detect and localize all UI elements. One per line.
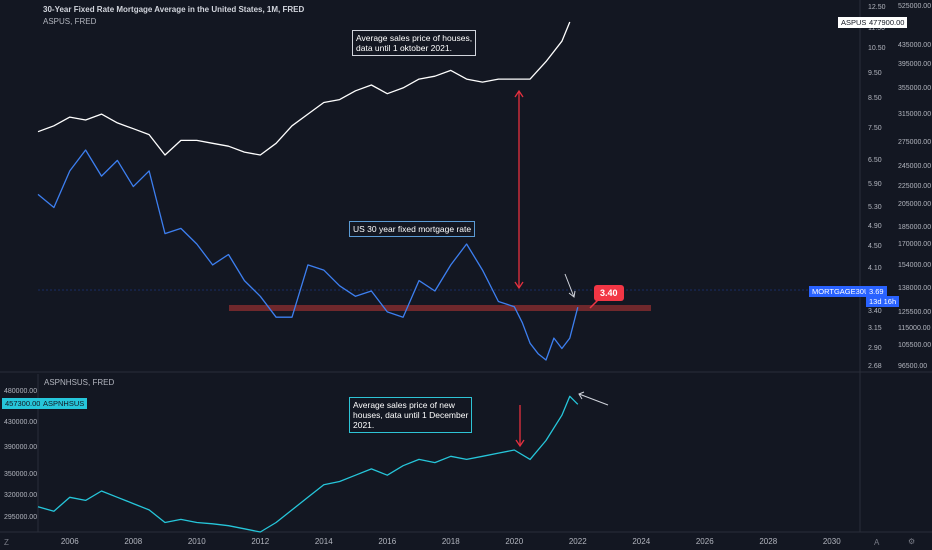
x-tick-label-10: 2026	[696, 537, 714, 546]
aspus-tick-label-13: 125500.00	[898, 309, 931, 316]
lower-red-arrow-head	[515, 439, 525, 448]
mortgage-value-tag: 3.69	[866, 286, 887, 297]
mortgage-tick-label-5: 7.50	[868, 125, 882, 132]
aspus-price-tag: 477900.00	[866, 17, 908, 28]
mortgage-tick-label-2: 10.50	[868, 45, 886, 52]
mortgage-annotation-text: US 30 year fixed mortgage rate	[353, 224, 472, 234]
upper-red-arrow-head-top	[514, 89, 524, 98]
x-tick-label-3: 2012	[251, 537, 269, 546]
mortgage-annotation[interactable]: US 30 year fixed mortgage rate	[349, 221, 476, 237]
mortgage-tick-label-1: 11.50	[868, 25, 885, 32]
pointer-arrow-upper	[564, 273, 575, 298]
aspus-tick-label-11: 154000.00	[898, 262, 931, 269]
aspus-tick-label-6: 245000.00	[898, 163, 931, 170]
x-tick-label-2: 2010	[188, 537, 206, 546]
pointer-arrow-upper-head	[568, 290, 576, 298]
x-tick-label-11: 2028	[759, 537, 777, 546]
pointer-arrow-lower	[578, 393, 609, 406]
aspus-tick-label-4: 315000.00	[898, 111, 931, 118]
gear-icon[interactable]: ⚙	[908, 537, 916, 546]
lower-tick-label-0: 480000.00	[4, 388, 37, 395]
aspnhsus-annotation-line-1: Average sales price of new	[353, 400, 455, 410]
aspnhsus-annotation-line-2: houses, data until 1 December	[353, 410, 469, 420]
aspus-tick-label-3: 355000.00	[898, 85, 931, 92]
mortgage-tick-label-0: 12.50	[868, 4, 886, 11]
aspnhsus-price-tag: 457300.00	[2, 398, 44, 409]
aspus-annotation-line-1: Average sales price of houses,	[356, 33, 473, 43]
x-tick-label-5: 2016	[378, 537, 396, 546]
aspus-tick-label-7: 225000.00	[898, 183, 931, 190]
log-scale-button[interactable]: Z	[4, 538, 9, 547]
aspus-tick-label-5: 275000.00	[898, 139, 931, 146]
aspus-annotation[interactable]: Average sales price of houses, data unti…	[352, 30, 477, 56]
mortgage-tick-label-6: 6.50	[868, 157, 882, 164]
mortgage-tick-label-9: 4.90	[868, 223, 882, 230]
auto-scale-button[interactable]: A	[874, 538, 880, 547]
x-tick-label-7: 2020	[505, 537, 523, 546]
x-tick-label-8: 2022	[569, 537, 587, 546]
x-tick-label-0: 2006	[61, 537, 79, 546]
mortgage-symbol-tag: MORTGAGE30US	[809, 286, 878, 297]
aspus-tick-label-14: 115000.00	[898, 325, 931, 332]
mortgage-tick-label-14: 3.15	[868, 325, 882, 332]
upper-red-arrow-head-bottom	[514, 281, 524, 290]
aspus-tick-label-0: 525000.00	[898, 3, 931, 10]
lower-tick-label-1: 430000.00	[4, 419, 37, 426]
aspnhsus-series-line	[37, 395, 579, 533]
x-tick-label-9: 2024	[632, 537, 650, 546]
aspus-series-line	[37, 21, 571, 156]
chart-subtitle: ASPUS, FRED	[43, 17, 97, 26]
aspus-tick-label-1: 435000.00	[898, 42, 931, 49]
aspus-tick-label-2: 395000.00	[898, 61, 931, 68]
x-tick-label-1: 2008	[124, 537, 142, 546]
pointer-arrow-lower-head	[578, 391, 585, 400]
aspus-tick-label-10: 170000.00	[898, 241, 931, 248]
x-tick-label-4: 2014	[315, 537, 333, 546]
mortgage-tick-label-4: 8.50	[868, 95, 882, 102]
mortgage-tick-label-16: 2.68	[868, 363, 882, 370]
chart-title: 30-Year Fixed Rate Mortgage Average in t…	[43, 5, 305, 14]
aspnhsus-symbol-tag: ASPNHSUS	[40, 398, 88, 409]
aspus-tick-label-16: 96500.00	[898, 363, 927, 370]
callout-connector	[589, 299, 599, 309]
lower-tick-label-2: 390000.00	[4, 444, 37, 451]
lower-pane-label: ASPNHSUS, FRED	[44, 378, 115, 387]
aspus-symbol-tag: ASPUS	[838, 17, 870, 28]
aspnhsus-annotation-line-3: 2021.	[353, 420, 375, 430]
aspus-annotation-line-2: data until 1 oktober 2021.	[356, 43, 452, 53]
aspus-tick-label-12: 138000.00	[898, 285, 931, 292]
mortgage-tick-label-8: 5.30	[868, 204, 882, 211]
mortgage-tick-label-13: 3.40	[868, 308, 882, 315]
aspus-tick-label-9: 185000.00	[898, 224, 931, 231]
lower-tick-label-5: 295000.00	[4, 514, 37, 521]
callout-value[interactable]: 3.40	[594, 285, 624, 301]
mortgage-tick-label-7: 5.90	[868, 181, 882, 188]
mortgage-countdown-tag: 13d 16h	[866, 296, 900, 307]
mortgage-series-line	[37, 149, 579, 361]
lower-tick-label-3: 350000.00	[4, 471, 37, 478]
mortgage-tick-label-15: 2.90	[868, 345, 882, 352]
aspus-tick-label-15: 105500.00	[898, 342, 931, 349]
aspnhsus-annotation[interactable]: Average sales price of new houses, data …	[349, 397, 473, 433]
mortgage-tick-label-10: 4.50	[868, 243, 882, 250]
mortgage-tick-label-11: 4.10	[868, 265, 882, 272]
x-tick-label-12: 2030	[823, 537, 841, 546]
lower-tick-label-4: 320000.00	[4, 492, 37, 499]
x-tick-label-6: 2018	[442, 537, 460, 546]
support-band	[229, 305, 651, 311]
mortgage-tick-label-3: 9.50	[868, 70, 882, 77]
aspus-tick-label-8: 205000.00	[898, 201, 931, 208]
